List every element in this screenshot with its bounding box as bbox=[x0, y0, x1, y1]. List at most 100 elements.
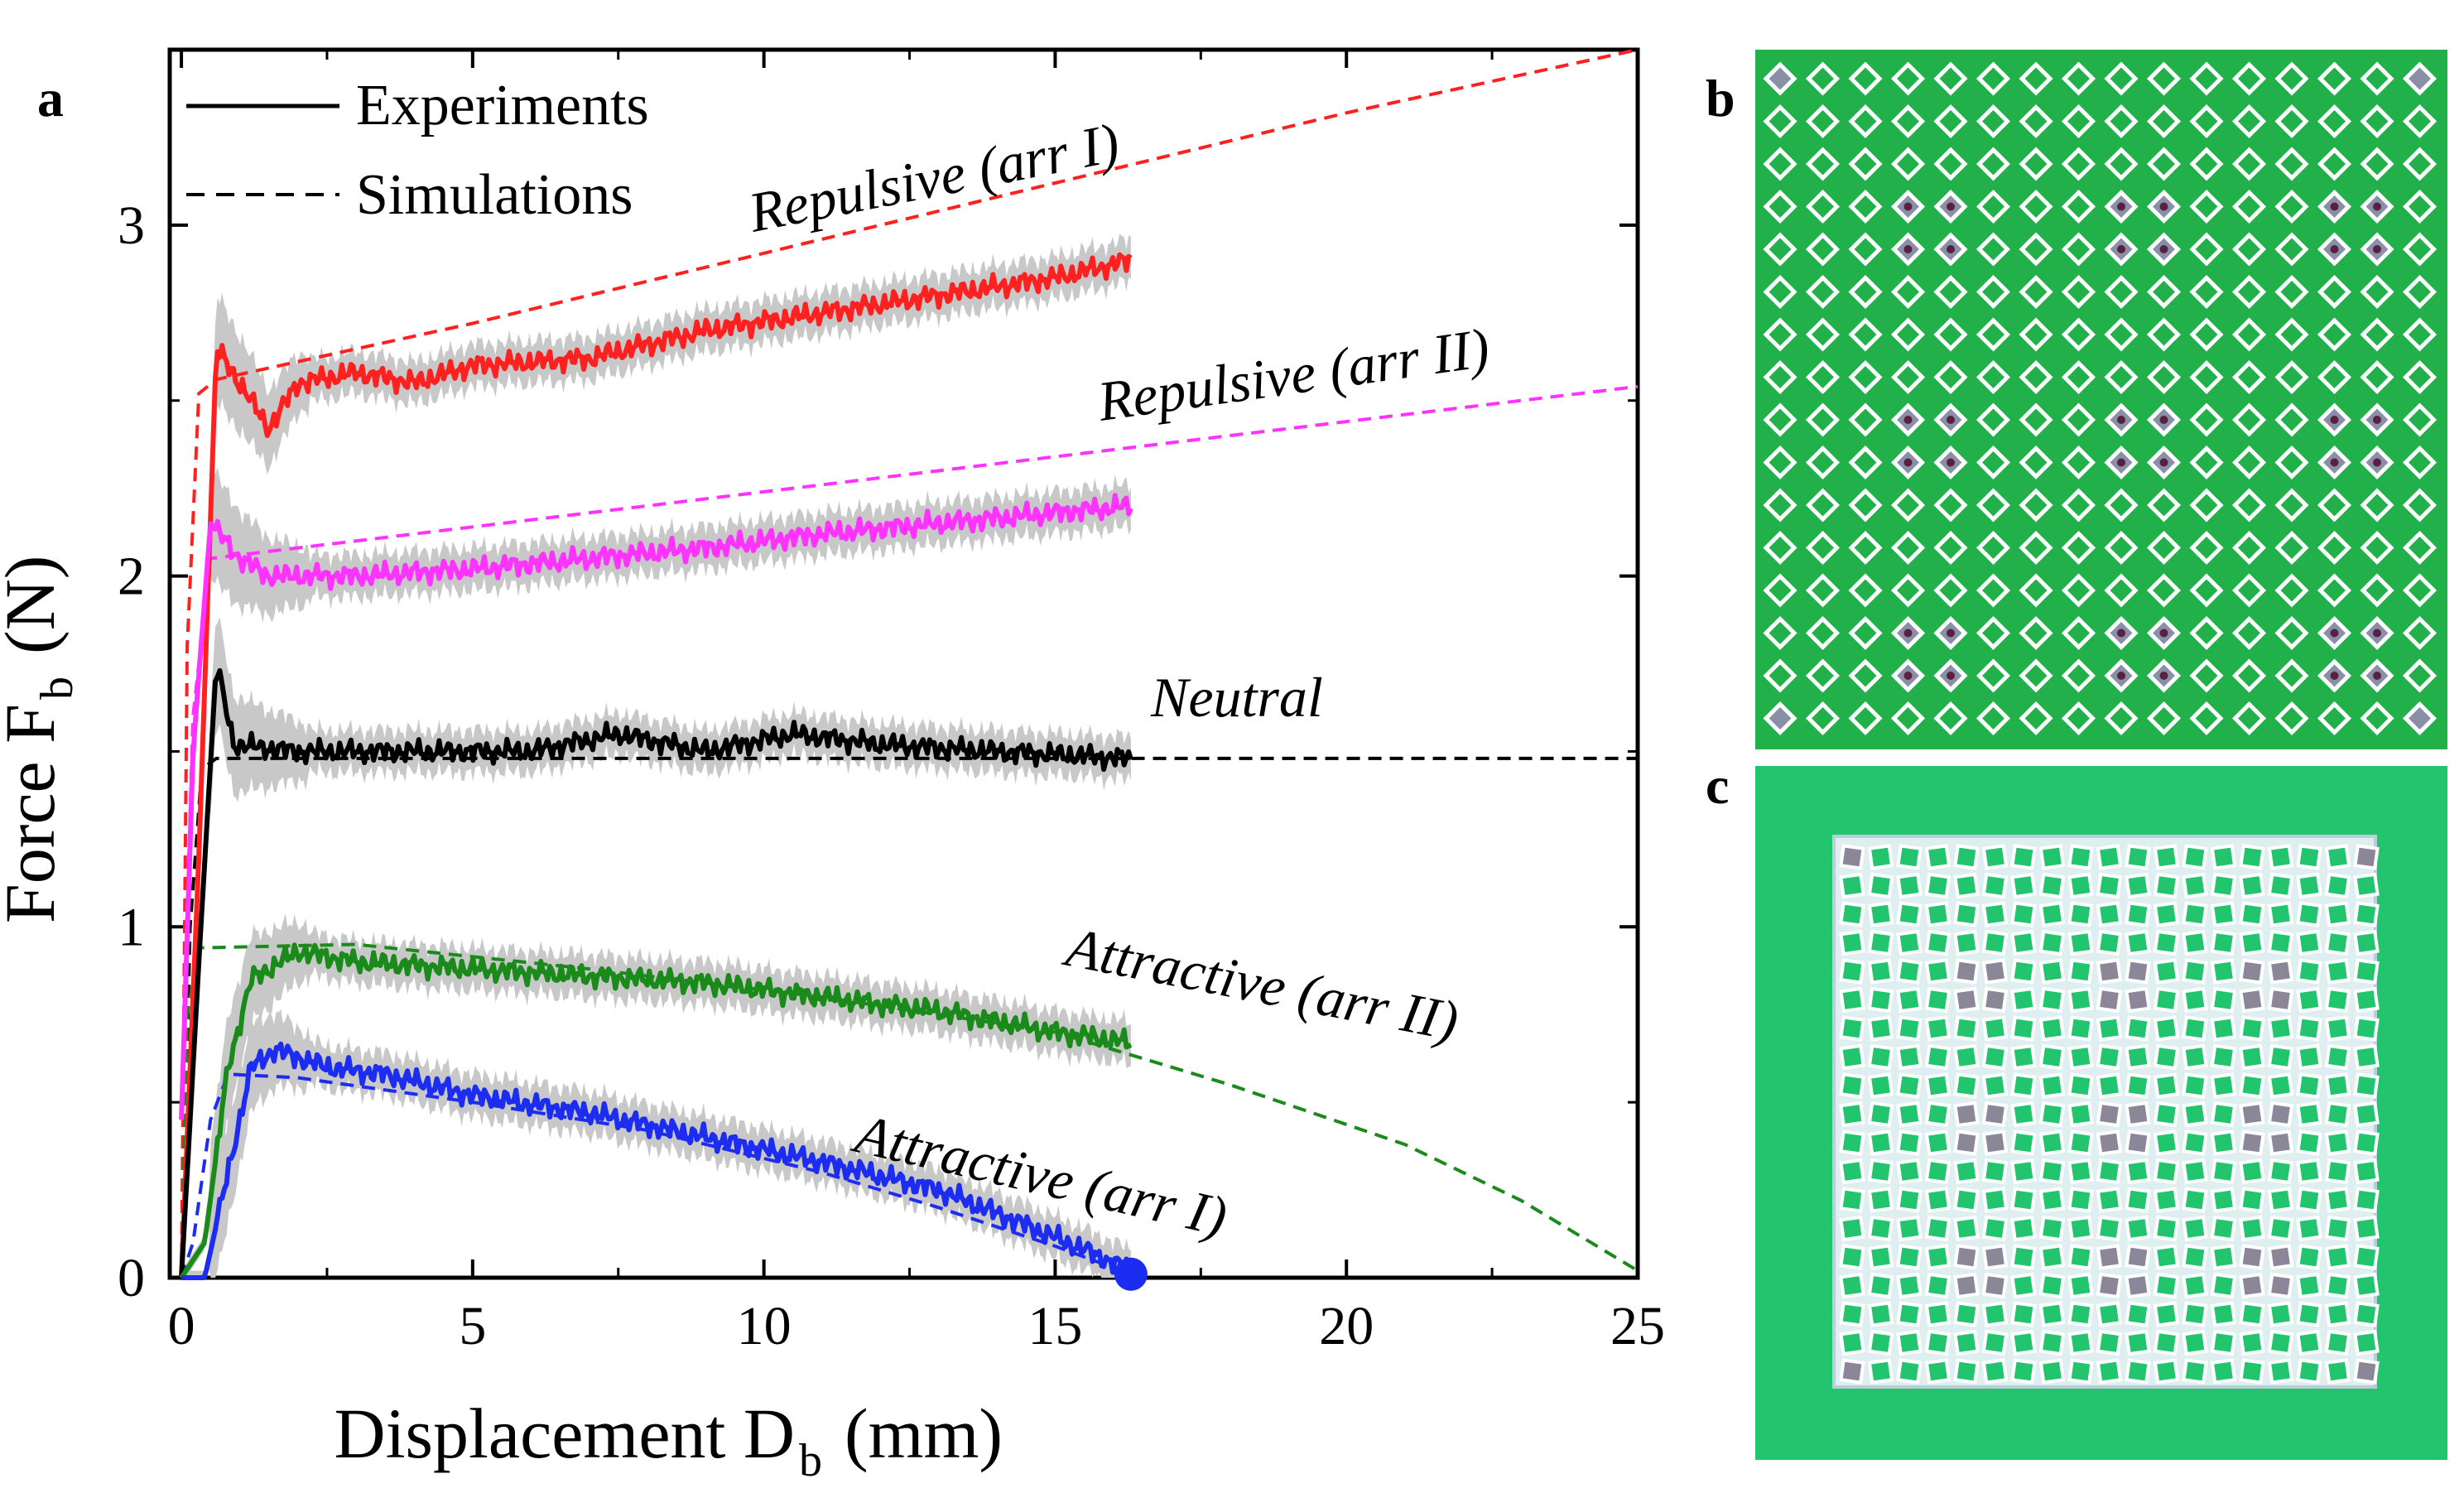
specimen-cell bbox=[2353, 1329, 2380, 1356]
lattice-cell bbox=[2146, 147, 2182, 181]
specimen-cell bbox=[1953, 1187, 1980, 1213]
lattice-cell bbox=[2274, 104, 2309, 139]
specimen-cell bbox=[2239, 1072, 2265, 1099]
lattice-cell bbox=[2274, 445, 2309, 480]
specimen-cell-dark bbox=[2125, 986, 2151, 1014]
lattice-cell bbox=[2019, 232, 2053, 267]
series-experiment-line bbox=[179, 493, 1133, 1120]
lattice-magnet bbox=[2373, 458, 2381, 467]
specimen-cell bbox=[2267, 1301, 2294, 1327]
specimen-cell bbox=[2125, 872, 2151, 899]
lattice-cell bbox=[2402, 530, 2438, 566]
lattice-cell bbox=[1805, 488, 1841, 523]
lattice-cell bbox=[1933, 359, 1968, 395]
specimen-cell-dark bbox=[2239, 1272, 2265, 1299]
specimen-cell bbox=[1867, 901, 1894, 927]
specimen-cell-dark bbox=[1953, 1129, 1980, 1156]
specimen-cell bbox=[1839, 1187, 1865, 1213]
lattice-cell bbox=[2146, 61, 2182, 96]
specimen-cell-dark bbox=[2125, 1244, 2151, 1270]
specimen-cell bbox=[1981, 1358, 2009, 1385]
specimen-cell-dark bbox=[2353, 1358, 2380, 1385]
specimen-cell bbox=[2324, 1358, 2351, 1385]
lattice-cell bbox=[1976, 104, 2011, 139]
specimen-cell bbox=[1867, 1072, 1894, 1099]
lattice-cell bbox=[2019, 274, 2053, 310]
lattice-cell-dark bbox=[2402, 61, 2438, 96]
specimen-cell bbox=[2210, 1329, 2237, 1356]
specimen-cell bbox=[2153, 901, 2180, 927]
lattice-cell bbox=[1890, 61, 1926, 96]
lattice-cell bbox=[2061, 701, 2096, 736]
specimen-cell bbox=[2125, 1215, 2151, 1242]
x-tick-label: 20 bbox=[1319, 1296, 1374, 1356]
specimen-cell bbox=[2324, 1244, 2351, 1270]
specimen-cell bbox=[2353, 1215, 2380, 1242]
lattice-magnet bbox=[1903, 672, 1913, 680]
specimen-cell bbox=[2239, 1158, 2265, 1185]
lattice-magnet bbox=[1903, 202, 1913, 211]
specimen-cell bbox=[1867, 1129, 1894, 1156]
specimen-cell-dark bbox=[1953, 1100, 1980, 1128]
specimen-cell bbox=[2096, 1015, 2123, 1042]
lattice-cell bbox=[1976, 402, 2011, 437]
lattice-cell bbox=[2061, 61, 2096, 96]
lattice-cell bbox=[1933, 147, 1968, 181]
lattice-cell bbox=[1890, 147, 1926, 181]
specimen-cell bbox=[2296, 1129, 2322, 1156]
specimen-cell bbox=[2038, 1301, 2066, 1327]
lattice-cell bbox=[2104, 530, 2139, 566]
specimen-cell bbox=[2182, 872, 2208, 899]
lattice-cell bbox=[1763, 232, 1797, 267]
specimen-cell-dark bbox=[2239, 986, 2265, 1014]
specimen-cell bbox=[1896, 1100, 1923, 1128]
lattice-cell-dark bbox=[1763, 61, 1797, 96]
lattice-cell bbox=[1890, 701, 1926, 736]
lattice-cell bbox=[2146, 317, 2182, 352]
specimen-cell bbox=[1839, 1043, 1865, 1071]
specimen-cell bbox=[2038, 1072, 2066, 1099]
specimen-cell bbox=[1896, 1215, 1923, 1242]
specimen-cell bbox=[2010, 1244, 2037, 1270]
specimen-cell bbox=[2296, 844, 2322, 870]
lattice-cell bbox=[1805, 317, 1841, 352]
specimen-cell bbox=[2182, 986, 2208, 1014]
y-axis-label-sub: b bbox=[31, 677, 83, 700]
lattice-cell bbox=[1805, 530, 1841, 566]
lattice-cell bbox=[2146, 104, 2182, 139]
specimen-cell bbox=[1867, 986, 1894, 1014]
lattice-cell bbox=[2104, 359, 2139, 395]
lattice-cell bbox=[2231, 317, 2267, 352]
specimen-cell bbox=[2153, 1244, 2180, 1270]
specimen-cell bbox=[2210, 844, 2237, 870]
lattice-cell bbox=[2019, 147, 2053, 181]
specimen-cell bbox=[2153, 1015, 2180, 1042]
specimen-cell bbox=[1867, 1158, 1894, 1185]
specimen-cell bbox=[2239, 929, 2265, 956]
specimen-cell bbox=[2182, 1129, 2208, 1156]
specimen-cell bbox=[2210, 1187, 2237, 1213]
specimen-cell bbox=[1839, 1015, 1865, 1042]
specimen-cell-dark bbox=[2267, 1244, 2294, 1270]
lattice-cell bbox=[1763, 488, 1797, 523]
lattice-cell bbox=[2104, 104, 2139, 139]
lattice-cell bbox=[2231, 359, 2267, 395]
specimen-cell bbox=[2324, 901, 2351, 927]
lattice-cell bbox=[2274, 488, 2309, 523]
specimen-cell bbox=[2324, 1215, 2351, 1242]
series-band bbox=[181, 617, 1131, 1278]
specimen-cell bbox=[2353, 1187, 2380, 1213]
lattice-cell bbox=[2146, 274, 2182, 310]
lattice-cell bbox=[2317, 61, 2352, 96]
lattice-cell bbox=[2274, 402, 2309, 437]
lattice-cell bbox=[2231, 701, 2267, 736]
label-repulsive-arr-ii: Repulsive (arr II) bbox=[1094, 315, 1494, 433]
lattice-magnet bbox=[1903, 629, 1913, 638]
specimen-cell bbox=[2296, 986, 2322, 1014]
lattice-cell bbox=[2061, 658, 2096, 693]
lattice-cell bbox=[2061, 359, 2096, 395]
specimen-cell bbox=[1981, 1301, 2009, 1327]
specimen-cell bbox=[1896, 1301, 1923, 1327]
lattice-cell bbox=[2189, 61, 2224, 96]
specimen-cell bbox=[1953, 901, 1980, 927]
